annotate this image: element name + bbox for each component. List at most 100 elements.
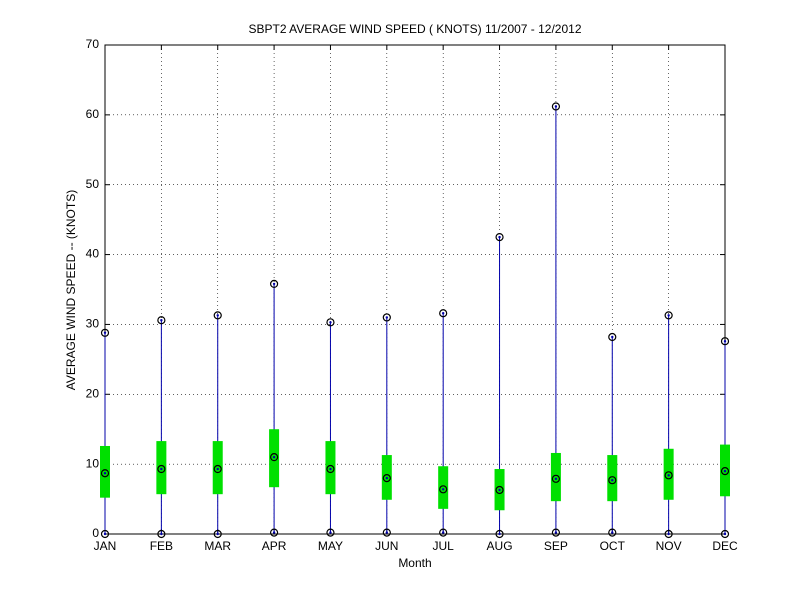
marker <box>269 453 279 462</box>
x-tick-label: MAR <box>204 539 231 553</box>
marker <box>439 528 448 537</box>
marker <box>551 102 561 111</box>
marker-dot <box>216 314 219 317</box>
marker <box>720 529 730 539</box>
y-tick-label: 40 <box>86 247 100 261</box>
box <box>550 452 561 502</box>
marker-dot <box>216 532 219 536</box>
marker-dot <box>385 476 389 480</box>
marker <box>608 476 617 485</box>
marker <box>213 464 222 474</box>
marker-dot <box>272 531 276 534</box>
chart-title: SBPT2 AVERAGE WIND SPEED ( KNOTS) 11/200… <box>248 22 581 36</box>
marker <box>495 485 504 495</box>
box <box>156 441 167 495</box>
marker <box>326 464 335 474</box>
marker <box>439 309 448 318</box>
x-tick-label: APR <box>262 539 287 553</box>
marker-dot <box>498 488 501 492</box>
marker-dot <box>554 477 558 481</box>
marker-dot <box>272 282 276 286</box>
marker-dot <box>329 467 332 471</box>
marker <box>664 529 673 539</box>
marker <box>664 471 673 480</box>
marker-dot <box>216 467 219 471</box>
marker-dot <box>441 488 445 491</box>
marker-dot <box>103 331 107 335</box>
y-tick-label: 50 <box>86 177 100 191</box>
marker-dot <box>385 316 389 319</box>
x-tick-label: AUG <box>487 539 513 553</box>
marker-dot <box>498 235 501 239</box>
marker <box>157 464 166 474</box>
marker <box>100 328 110 337</box>
marker <box>326 318 335 327</box>
marker-dot <box>723 339 727 343</box>
marker-dot <box>160 532 163 536</box>
marker <box>439 485 448 494</box>
marker <box>269 528 279 537</box>
y-tick-label: 70 <box>86 37 100 51</box>
marker-dot <box>554 531 558 534</box>
marker-dot <box>441 312 445 315</box>
marker <box>382 528 391 537</box>
marker <box>720 337 730 346</box>
box <box>438 466 449 509</box>
marker <box>100 529 110 539</box>
marker-dot <box>329 531 332 534</box>
x-tick-label: FEB <box>150 539 173 553</box>
x-tick-label: JUL <box>433 539 455 553</box>
marker <box>269 279 279 289</box>
marker-dot <box>272 455 276 459</box>
x-tick-label: MAY <box>318 539 343 553</box>
marker-dot <box>723 469 727 473</box>
marker-dot <box>723 532 727 536</box>
x-tick-label: OCT <box>600 539 626 553</box>
marker <box>326 528 335 537</box>
box <box>325 441 336 495</box>
box <box>212 441 223 495</box>
x-tick-label: JAN <box>94 539 117 553</box>
marker-dot <box>667 532 670 536</box>
marker <box>608 528 617 537</box>
marker <box>382 313 391 322</box>
marker-dot <box>103 472 107 475</box>
marker <box>551 528 561 537</box>
marker-dot <box>385 531 389 534</box>
marker-dot <box>103 532 107 536</box>
plot-frame <box>104 44 726 535</box>
marker-dot <box>611 479 614 482</box>
marker-dot <box>329 321 332 324</box>
marker-dot <box>554 105 558 108</box>
marker <box>608 332 617 342</box>
marker-dot <box>441 531 445 534</box>
marker-dot <box>160 319 163 322</box>
box <box>607 455 618 502</box>
marker-dot <box>611 531 614 534</box>
y-tick-label: 20 <box>86 386 100 400</box>
marker-dot <box>160 467 163 471</box>
y-axis-label: AVERAGE WIND SPEED -- (KNOTS) <box>64 190 78 390</box>
marker <box>100 469 110 478</box>
x-axis-label: Month <box>398 556 431 570</box>
marker <box>213 529 222 539</box>
box <box>100 445 110 498</box>
y-tick-label: 30 <box>86 317 100 331</box>
marker-dot <box>667 474 670 477</box>
y-tick-label: 60 <box>86 107 100 121</box>
marker-dot <box>498 532 501 536</box>
marker <box>157 316 166 325</box>
marker <box>213 311 222 320</box>
x-tick-label: JUN <box>375 539 398 553</box>
marker <box>382 474 391 483</box>
y-tick-label: 10 <box>86 456 100 470</box>
y-tick-label: 0 <box>92 526 99 540</box>
marker-dot <box>611 335 614 339</box>
x-tick-label: NOV <box>656 539 682 553</box>
x-tick-label: SEP <box>544 539 568 553</box>
marker <box>720 467 730 476</box>
marker <box>495 233 504 242</box>
